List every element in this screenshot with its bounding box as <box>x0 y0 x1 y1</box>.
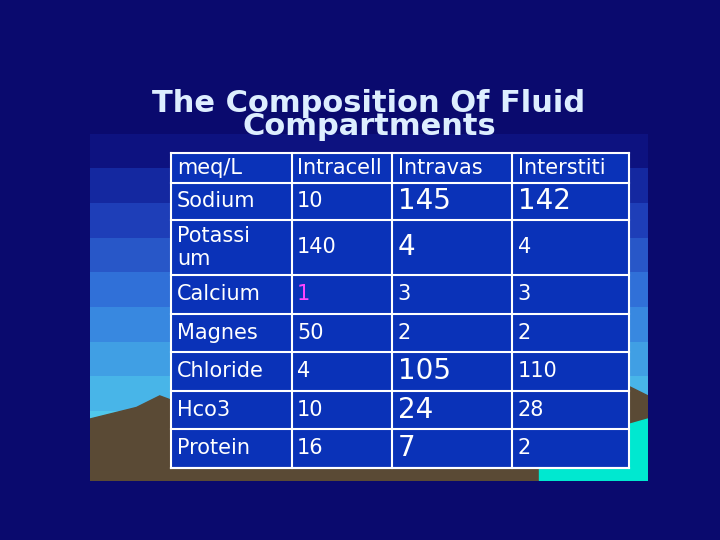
Text: 4: 4 <box>518 237 531 257</box>
Text: 2: 2 <box>518 438 531 458</box>
Text: Intracell: Intracell <box>297 158 382 178</box>
Text: 142: 142 <box>518 187 571 215</box>
Text: 145: 145 <box>397 187 451 215</box>
Text: 105: 105 <box>397 357 451 385</box>
Bar <box>90 134 648 168</box>
Text: 16: 16 <box>297 438 323 458</box>
Text: 24: 24 <box>397 396 433 424</box>
Text: 3: 3 <box>397 284 411 304</box>
Bar <box>171 153 629 468</box>
Text: Protein: Protein <box>177 438 250 458</box>
Text: Compartments: Compartments <box>242 112 496 141</box>
Text: 7: 7 <box>397 434 415 462</box>
Text: 50: 50 <box>297 323 323 343</box>
Bar <box>90 64 648 99</box>
Bar <box>90 446 648 481</box>
Text: 10: 10 <box>297 191 323 211</box>
Text: meq/L: meq/L <box>177 158 242 178</box>
Bar <box>90 272 648 307</box>
Bar <box>90 203 648 238</box>
Text: Calcium: Calcium <box>177 284 261 304</box>
Bar <box>90 376 648 411</box>
Text: 140: 140 <box>297 237 337 257</box>
Text: Potassi
um: Potassi um <box>177 226 250 269</box>
Text: Magnes: Magnes <box>177 323 258 343</box>
Text: Interstiti: Interstiti <box>518 158 606 178</box>
Bar <box>90 238 648 273</box>
Text: 4: 4 <box>297 361 310 381</box>
Text: 28: 28 <box>518 400 544 420</box>
Bar <box>90 342 648 377</box>
Bar <box>90 99 648 134</box>
Text: The Composition Of Fluid: The Composition Of Fluid <box>153 89 585 118</box>
Bar <box>90 307 648 342</box>
Bar <box>90 168 648 204</box>
Text: 10: 10 <box>297 400 323 420</box>
Polygon shape <box>90 350 648 481</box>
Text: 4: 4 <box>397 233 415 261</box>
Text: Intravas: Intravas <box>397 158 482 178</box>
Text: 2: 2 <box>397 323 411 343</box>
Text: 110: 110 <box>518 361 557 381</box>
Text: Hco3: Hco3 <box>177 400 230 420</box>
Text: Sodium: Sodium <box>177 191 256 211</box>
Polygon shape <box>539 419 648 481</box>
Text: 2: 2 <box>518 323 531 343</box>
Bar <box>90 411 648 446</box>
Text: 1: 1 <box>297 284 310 304</box>
Text: 3: 3 <box>518 284 531 304</box>
Text: Chloride: Chloride <box>177 361 264 381</box>
